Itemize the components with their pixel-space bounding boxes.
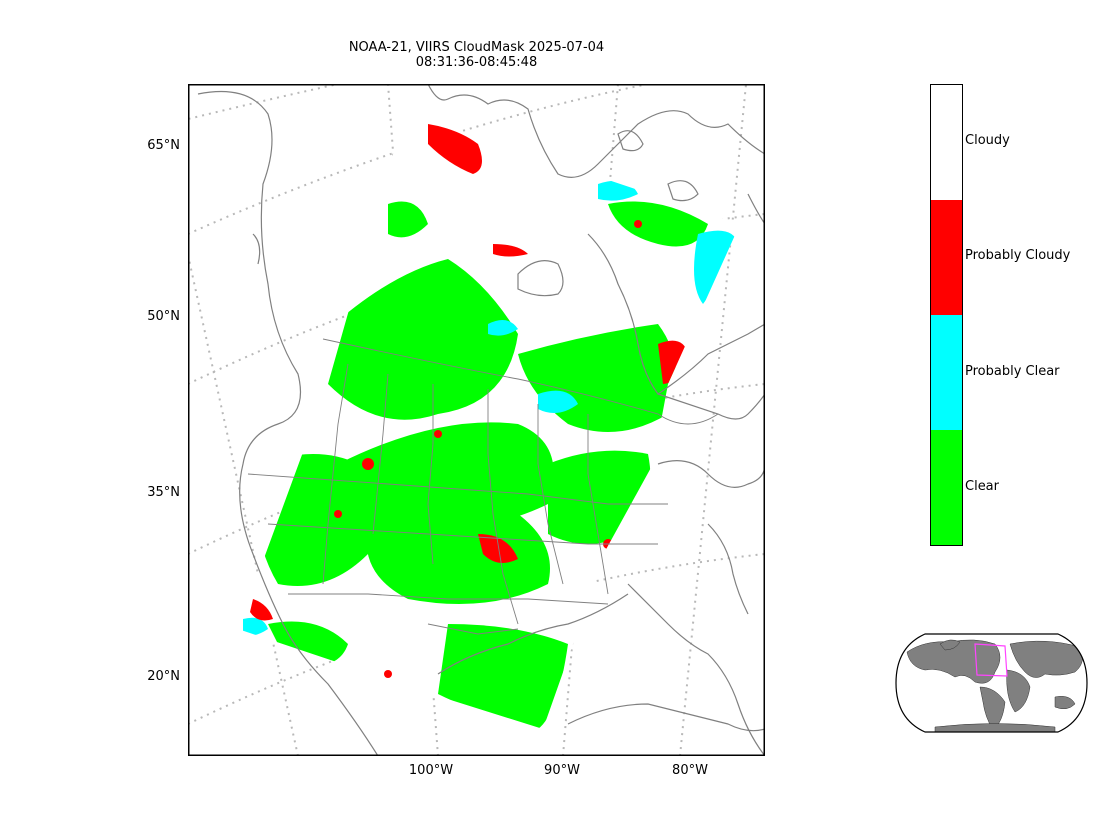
coastlines: [197, 84, 765, 756]
colorbar: [930, 84, 963, 546]
inset-extent-box: [974, 643, 1008, 677]
lon-label-90w: 90°W: [544, 763, 580, 778]
colorbar-label-clear: Clear: [965, 479, 999, 494]
political-borders: [247, 338, 719, 635]
lat-label-65n: 65°N: [147, 138, 180, 153]
map-border: [188, 84, 765, 756]
colorbar-label-cloudy: Cloudy: [965, 133, 1010, 148]
lat-label-20n: 20°N: [147, 669, 180, 684]
colorbar-segment-probably-clear: [931, 315, 962, 430]
colorbar-segment-cloudy: [931, 85, 962, 200]
map-title-line2: 08:31:36-08:45:48: [415, 55, 538, 70]
cloudmask-swath: [238, 112, 740, 729]
lon-label-80w: 80°W: [672, 763, 708, 778]
inset-world-map: [895, 633, 1088, 733]
colorbar-label-probably-cloudy: Probably Cloudy: [965, 248, 1071, 263]
map-title-line1: NOAA-21, VIIRS CloudMask 2025-07-04: [348, 40, 605, 55]
lon-label-100w: 100°W: [408, 763, 454, 778]
colorbar-segment-clear: [931, 430, 962, 545]
lat-label-35n: 35°N: [147, 485, 180, 500]
map-title: NOAA-21, VIIRS CloudMask 2025-07-04 08:3…: [188, 40, 765, 70]
colorbar-label-probably-clear: Probably Clear: [965, 364, 1060, 379]
colorbar-segment-probably-cloudy: [931, 200, 962, 315]
lat-label-50n: 50°N: [147, 309, 180, 324]
main-map: [188, 84, 765, 756]
